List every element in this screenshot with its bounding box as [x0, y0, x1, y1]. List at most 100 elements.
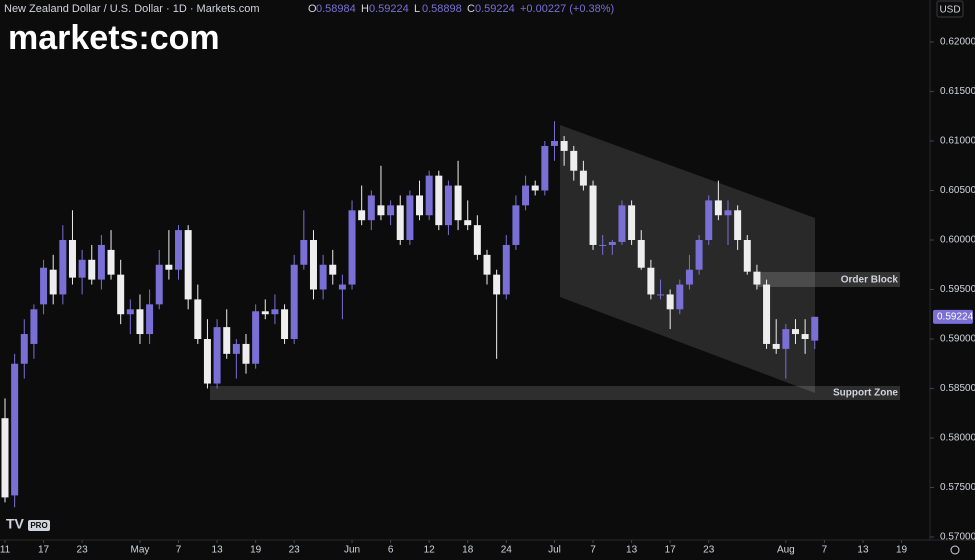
x-tick-label: 24	[501, 545, 513, 556]
tv-logo: TV	[6, 516, 25, 532]
candle-body	[406, 195, 414, 240]
candle-body	[435, 175, 443, 226]
candle-body	[743, 240, 751, 272]
candle-body	[290, 264, 298, 339]
y-tick-label: 0.57000	[940, 532, 975, 543]
logo: markets:com	[8, 19, 220, 57]
candle-body	[705, 200, 713, 240]
x-tick-label: 17	[38, 545, 50, 556]
x-tick-label: Jun	[344, 545, 360, 556]
candle-body	[541, 145, 549, 191]
candle-body	[801, 334, 809, 339]
x-tick-label: 12	[424, 545, 436, 556]
y-tick-label: 0.60500	[940, 185, 975, 196]
candle-body	[165, 264, 173, 270]
candle-body	[358, 210, 366, 221]
candle-body	[300, 240, 308, 265]
candle-body	[261, 311, 269, 315]
ohlc-change: +0.00227 (+0.38%)	[520, 3, 614, 15]
candle-body	[763, 284, 771, 344]
candle-body	[68, 240, 76, 278]
candle-body	[811, 316, 819, 341]
candle-body	[232, 343, 240, 354]
candle-body	[772, 343, 780, 349]
ohlc-readout: O 0.58984 H 0.59224 L 0.58898 C 0.59224 +0.00227…	[308, 3, 614, 15]
candle-body	[560, 141, 568, 151]
candle-body	[175, 230, 183, 270]
candle-body	[126, 309, 134, 315]
ohlc-letter: C	[467, 3, 475, 15]
x-tick-label: 6	[388, 545, 394, 556]
ohlc-letter: H	[361, 3, 369, 15]
candle-body	[136, 309, 144, 335]
candle-body	[329, 264, 337, 275]
candle-body	[425, 175, 433, 216]
x-tick-label: 7	[176, 545, 182, 556]
candle-body	[97, 244, 105, 280]
symbol-title: New Zealand Dollar / U.S. Dollar · 1D · …	[4, 3, 260, 15]
candle-body	[146, 304, 154, 335]
candle-body	[338, 284, 346, 290]
candle-body	[309, 240, 317, 290]
ohlc-value: 0.59224	[475, 3, 515, 15]
currency[interactable]: USD	[939, 5, 960, 16]
candle-body	[387, 205, 395, 216]
candle-body	[550, 141, 558, 146]
candle-body	[685, 269, 693, 285]
candle-body	[724, 210, 732, 216]
candle-body	[483, 254, 491, 275]
x-tick-label: 23	[703, 545, 715, 556]
ohlc-value: 0.58898	[422, 3, 462, 15]
y-tick-label: 0.61500	[940, 86, 975, 97]
candle-body	[676, 284, 684, 310]
y-tick-label: 0.61000	[940, 136, 975, 147]
x-tick-label: Jul	[548, 545, 561, 556]
x-tick-label: 19	[896, 545, 908, 556]
candle-body	[637, 240, 645, 268]
candle-body	[281, 309, 289, 339]
candle-body	[319, 264, 327, 290]
candle-body	[20, 334, 28, 364]
support-zone	[210, 386, 900, 400]
candle-body	[608, 241, 616, 245]
ohlc-letter: L	[414, 3, 420, 15]
x-tick-label: Aug	[777, 545, 795, 556]
candle-body	[11, 363, 19, 496]
candle-body	[493, 274, 501, 295]
candle-body	[791, 329, 799, 335]
x-tick-label: 23	[77, 545, 89, 556]
candle-body	[107, 249, 115, 275]
candle-body	[512, 205, 520, 245]
y-tick-label: 0.60000	[940, 235, 975, 246]
candle-body	[78, 259, 86, 278]
candle-body	[242, 343, 250, 364]
x-tick-label: 17	[665, 545, 677, 556]
candle-body	[155, 264, 163, 305]
candle-body	[695, 240, 703, 270]
y-tick-label: 0.58000	[940, 433, 975, 444]
candle-body	[464, 220, 472, 226]
candle-body	[579, 170, 587, 186]
x-tick-label: 7	[822, 545, 828, 556]
x-tick-label: 23	[289, 545, 301, 556]
candle-body	[502, 244, 510, 295]
ohlc-value: 0.59224	[369, 3, 409, 15]
y-tick-label: 0.57500	[940, 482, 975, 493]
last-price-box	[933, 309, 973, 324]
x-tick-label: 13	[857, 545, 869, 556]
pro-badge	[28, 520, 50, 531]
candle-body	[59, 240, 67, 295]
order-block-label: Order Block	[841, 275, 899, 286]
last-price-label: 0.59224	[937, 311, 974, 322]
candle-body	[396, 205, 404, 240]
currency-box[interactable]	[936, 0, 964, 18]
x-tick-label: 18	[462, 545, 474, 556]
candle-body	[618, 205, 626, 242]
candle-body	[454, 185, 462, 221]
candle-body	[589, 185, 597, 245]
settings-icon[interactable]	[950, 545, 960, 555]
candle-body	[252, 311, 260, 364]
candle-body	[782, 329, 790, 349]
y-tick-label: 0.59500	[940, 284, 975, 295]
